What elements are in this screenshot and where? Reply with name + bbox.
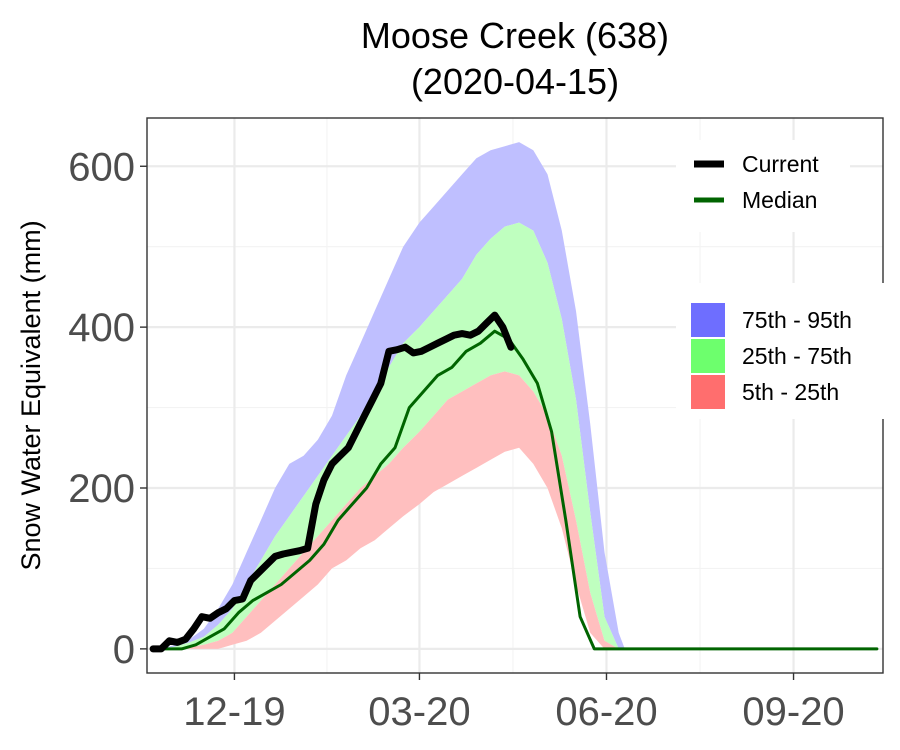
legend-label: 75th - 95th <box>742 307 852 333</box>
series-line-median <box>151 329 879 651</box>
legend-percentiles: 75th - 95th 25th - 75th 5th - 25th <box>676 283 884 419</box>
percentile-bands <box>161 142 633 649</box>
band-5-25 <box>161 371 633 649</box>
legend-swatch <box>691 375 725 409</box>
axis-ticks: 0 200 400 600 12-19 03-20 06-20 09-20 <box>68 145 844 734</box>
series-line-current <box>149 311 515 653</box>
chart-title-line1: Moose Creek (638) <box>361 15 669 56</box>
x-tick-label: 09-20 <box>742 690 844 734</box>
y-axis-label: Snow Water Equivalent (mm) <box>16 220 46 570</box>
band-25-75 <box>161 222 633 649</box>
x-tick-label: 12-19 <box>183 690 285 734</box>
legend-box-series <box>676 140 850 232</box>
legend-label: Median <box>742 187 817 213</box>
y-tick-label: 0 <box>113 628 135 672</box>
legend-swatch <box>691 303 725 337</box>
legend-series: Current Median <box>676 140 850 232</box>
y-tick-label: 600 <box>68 145 135 189</box>
legend-swatch <box>691 339 725 373</box>
x-tick-label: 03-20 <box>368 690 470 734</box>
legend-label: 5th - 25th <box>742 379 839 405</box>
x-tick-label: 06-20 <box>555 690 657 734</box>
chart-title-line2: (2020-04-15) <box>411 61 619 102</box>
series-lines <box>149 311 879 653</box>
y-tick-label: 400 <box>68 306 135 350</box>
band-75-95 <box>161 142 633 649</box>
y-tick-label: 200 <box>68 467 135 511</box>
legend-label: 25th - 75th <box>742 343 852 369</box>
legend-label: Current <box>742 151 819 177</box>
